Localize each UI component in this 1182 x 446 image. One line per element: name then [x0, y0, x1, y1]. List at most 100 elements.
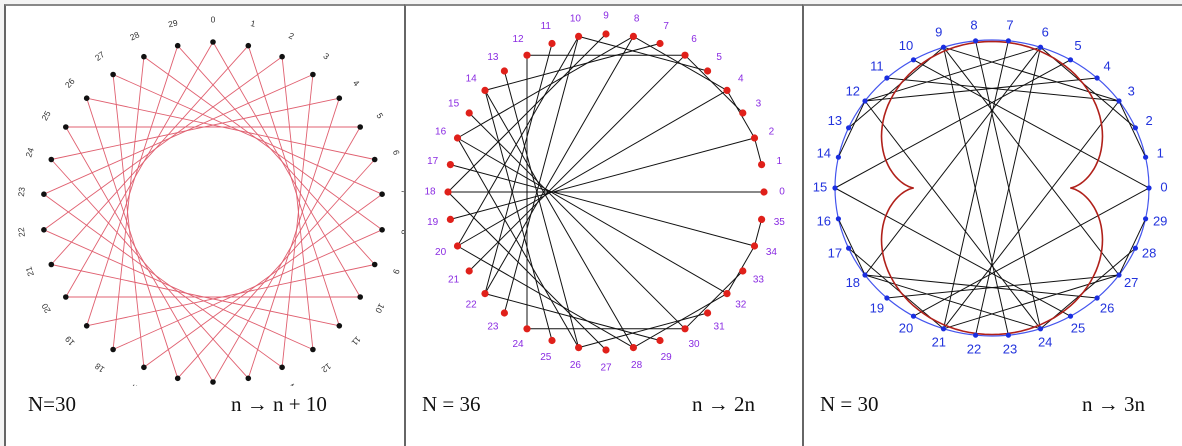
point-dot — [1005, 38, 1011, 44]
chord-line — [503, 70, 580, 348]
panel-caption-map: n → 3n — [1082, 392, 1145, 416]
point-label: 12 — [512, 34, 524, 45]
point-label: 12 — [846, 84, 860, 99]
point-label: 28 — [1142, 246, 1156, 261]
point-label: 8 — [399, 229, 406, 235]
point-label: 5 — [1074, 38, 1081, 53]
point-dot — [481, 86, 489, 94]
chord-line — [457, 245, 634, 349]
point-label: 13 — [285, 382, 298, 386]
point-label: 18 — [846, 275, 860, 290]
chord-line — [457, 137, 580, 348]
point-label: 35 — [774, 217, 786, 228]
point-dot — [1067, 57, 1074, 63]
panel-n30-times3: 0 1 2 3 4 5 6 7 8 9 10 11 12 13 14 15 16 17 18 19 20 21 22 23 24… — [802, 4, 1182, 446]
point-label: 11 — [541, 21, 552, 32]
point-label: 7 — [399, 189, 406, 195]
point-dot — [523, 325, 531, 333]
point-label: 22 — [466, 300, 478, 311]
point-label: 17 — [427, 156, 439, 167]
point-label: 24 — [512, 339, 524, 350]
point-dot — [758, 215, 766, 223]
point-label: 32 — [735, 300, 747, 311]
point-dot — [310, 346, 316, 353]
point-dot — [602, 30, 610, 38]
point-dot — [141, 364, 147, 371]
point-label: 28 — [631, 360, 643, 371]
point-label: 19 — [870, 301, 884, 316]
point-label: 9 — [935, 24, 942, 39]
panel-n30-plus10: 0123456789101112131415161718192021222324… — [4, 4, 406, 446]
point-dot — [910, 313, 917, 319]
panel-caption-n: N=30 — [28, 392, 77, 416]
point-dot — [1037, 326, 1044, 332]
point-label: 0 — [779, 187, 785, 198]
point-label: 27 — [600, 363, 612, 374]
chord-line — [484, 90, 553, 341]
point-dot — [1037, 44, 1044, 50]
point-dot — [357, 294, 364, 300]
point-label: 24 — [1038, 334, 1052, 349]
chord-line — [86, 264, 375, 327]
panel-n36-times2: 0 1 2 3 4 5 6 7 8 9 10 11 12 13 14 15 16 17 18 19 20 21 22 23 24… — [404, 4, 802, 446]
point-label: 11 — [349, 334, 363, 347]
point-dot — [750, 134, 759, 142]
point-dot — [446, 161, 454, 169]
panel-caption-n: N = 30 — [820, 392, 879, 416]
point-dot — [444, 188, 452, 196]
point-dot — [1067, 313, 1074, 319]
point-label: 1 — [250, 18, 257, 29]
point-dot — [1005, 332, 1011, 338]
point-dot — [575, 32, 583, 40]
point-label: 1 — [1157, 146, 1164, 161]
chord-line — [864, 77, 1098, 102]
point-dot — [656, 336, 664, 345]
point-label: 28 — [128, 29, 141, 42]
chord-line — [578, 35, 708, 72]
point-dot — [1094, 75, 1100, 81]
cardioid-diagram: 0123456789101112131415161718192021222324… — [424, 11, 786, 374]
point-dot — [174, 42, 181, 49]
chord-line — [112, 74, 383, 195]
chord-line — [837, 100, 866, 158]
point-label: 29 — [1153, 213, 1167, 228]
panel-caption-n: N = 36 — [422, 392, 481, 416]
chord-line — [864, 100, 1041, 330]
point-label: 7 — [1006, 17, 1013, 32]
point-label: 26 — [63, 76, 77, 90]
point-dot — [63, 294, 69, 300]
point-label: 25 — [39, 109, 53, 122]
chord-line — [834, 59, 1071, 189]
point-label: 14 — [817, 146, 831, 161]
chord-line — [913, 187, 1150, 317]
point-label: 22 — [967, 342, 981, 357]
point-dot — [1094, 295, 1100, 301]
point-label: 14 — [466, 74, 478, 85]
point-dot — [758, 161, 766, 169]
point-label: 3 — [756, 99, 762, 110]
base-circle — [834, 39, 1150, 337]
point-label: 25 — [1071, 321, 1085, 336]
point-dot — [629, 32, 637, 40]
point-dot — [973, 38, 979, 44]
point-label: 31 — [714, 321, 726, 332]
point-label: 6 — [1042, 24, 1049, 39]
point-dot — [940, 326, 947, 332]
point-dot — [681, 325, 689, 333]
chord-line — [457, 89, 728, 247]
chord-line — [943, 46, 1120, 276]
point-label: 4 — [738, 74, 744, 85]
chord-line — [281, 56, 314, 350]
point-dot — [446, 215, 454, 223]
point-dot — [371, 261, 378, 268]
chord-line — [177, 159, 376, 379]
point-dot — [83, 323, 90, 329]
chord-line — [457, 35, 634, 139]
chord-line — [450, 137, 755, 220]
point-dot — [379, 191, 385, 197]
point-dot — [656, 39, 664, 48]
point-label: 17 — [828, 246, 842, 261]
chord-line — [450, 164, 755, 247]
point-label: 24 — [23, 146, 36, 158]
chord-line — [943, 100, 1120, 330]
